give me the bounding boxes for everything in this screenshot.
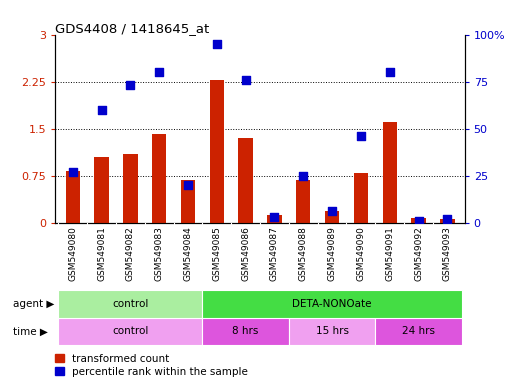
Text: GSM549092: GSM549092 [414,226,423,281]
Text: DETA-NONOate: DETA-NONOate [293,299,372,309]
Text: agent ▶: agent ▶ [13,299,54,309]
Bar [58,318,202,345]
Point [213,41,221,47]
Point [270,214,279,220]
Text: 24 hrs: 24 hrs [402,326,435,336]
Text: GSM549080: GSM549080 [68,226,77,281]
Text: GSM549085: GSM549085 [212,226,221,281]
Text: 15 hrs: 15 hrs [316,326,348,336]
Bar [181,180,195,223]
Point [184,182,192,188]
Point [126,82,135,88]
Point [241,77,250,83]
Bar [375,318,462,345]
Bar [296,180,310,223]
Bar [202,290,462,318]
Point [328,209,336,215]
Bar [411,218,426,223]
Point [299,173,307,179]
Bar [123,154,138,223]
Text: GSM549091: GSM549091 [385,226,394,281]
Point [385,69,394,75]
Bar [267,215,281,223]
Text: GSM549088: GSM549088 [299,226,308,281]
Legend: transformed count, percentile rank within the sample: transformed count, percentile rank withi… [55,354,248,377]
Text: GSM549086: GSM549086 [241,226,250,281]
Point [69,169,77,175]
Bar [152,134,166,223]
Text: time ▶: time ▶ [13,326,48,336]
Point [443,216,451,222]
Bar [440,219,455,223]
Bar [210,80,224,223]
Bar [58,290,202,318]
Bar [202,318,289,345]
Point [414,218,423,224]
Point [357,133,365,139]
Text: GSM549093: GSM549093 [443,226,452,281]
Text: GSM549082: GSM549082 [126,226,135,281]
Text: GSM549081: GSM549081 [97,226,106,281]
Bar [289,318,375,345]
Bar [65,171,80,223]
Bar [239,138,253,223]
Bar [95,157,109,223]
Text: GSM549084: GSM549084 [184,226,193,281]
Text: GSM549083: GSM549083 [155,226,164,281]
Bar [382,122,397,223]
Text: control: control [112,326,148,336]
Bar [354,172,368,223]
Text: GDS4408 / 1418645_at: GDS4408 / 1418645_at [55,22,210,35]
Text: control: control [112,299,148,309]
Point [155,69,163,75]
Text: GSM549089: GSM549089 [327,226,336,281]
Point [97,107,106,113]
Text: 8 hrs: 8 hrs [232,326,259,336]
Text: GSM549087: GSM549087 [270,226,279,281]
Text: GSM549090: GSM549090 [356,226,365,281]
Bar [325,212,340,223]
